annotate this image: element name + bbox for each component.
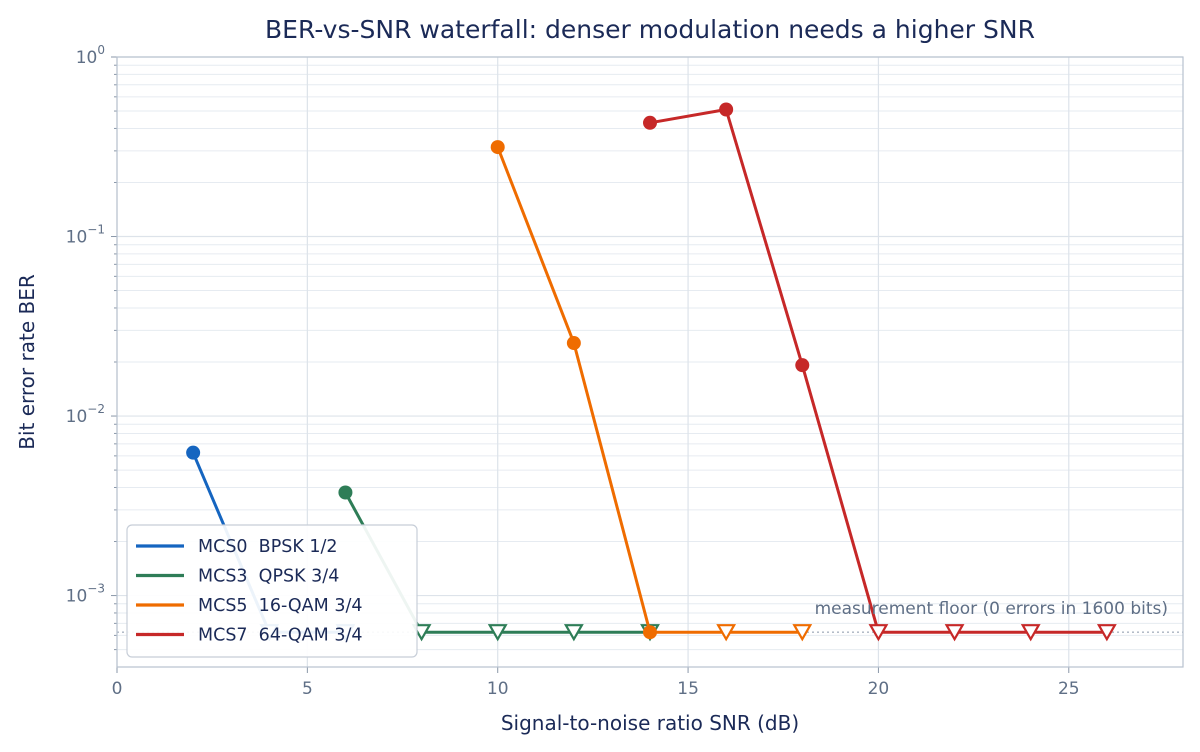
floor-marker xyxy=(944,624,965,642)
axes: 100 10−1 10−2 10−3 0 5 10 15 20 25 xyxy=(66,43,1184,699)
series-line xyxy=(496,146,803,634)
floor-marker xyxy=(868,624,889,642)
y-tick-label: 10−3 xyxy=(66,582,105,607)
y-tick-label: 10−1 xyxy=(66,223,105,248)
legend-label: MCS3 QPSK 3/4 xyxy=(198,567,339,587)
legend-item-0: MCS0 BPSK 1/2 xyxy=(136,537,338,557)
data-point xyxy=(643,115,657,130)
series-3 xyxy=(643,102,1117,642)
legend-item-3: MCS7 64-QAM 3/4 xyxy=(136,626,362,646)
x-axis-label: Signal-to-noise ratio SNR (dB) xyxy=(501,711,799,735)
legend-label: MCS5 16-QAM 3/4 xyxy=(198,596,362,616)
x-tick-label: 10 xyxy=(487,679,509,699)
floor-marker xyxy=(487,624,508,642)
floor-label: measurement floor (0 errors in 1600 bits… xyxy=(815,599,1168,619)
data-point xyxy=(719,102,734,117)
data-point xyxy=(566,336,581,351)
legend-label: MCS7 64-QAM 3/4 xyxy=(198,626,362,646)
floor-marker xyxy=(716,624,737,642)
floor-marker xyxy=(563,624,584,642)
y-tick-label: 10−2 xyxy=(66,402,105,427)
data-point xyxy=(186,445,201,460)
plot-frame xyxy=(116,56,1184,668)
legend-item-2: MCS5 16-QAM 3/4 xyxy=(136,596,362,616)
data-point xyxy=(338,485,353,500)
data-point xyxy=(643,625,657,640)
series-2 xyxy=(490,140,813,642)
y-tick-label: 100 xyxy=(76,43,105,68)
legend: MCS0 BPSK 1/2 MCS3 QPSK 3/4 MCS5 16-QAM 3/… xyxy=(126,524,418,658)
legend-label: MCS0 BPSK 1/2 xyxy=(198,537,338,557)
floor-marker xyxy=(792,624,813,642)
x-tick-label: 20 xyxy=(868,679,890,699)
floor-marker xyxy=(1020,624,1041,642)
legend-box xyxy=(126,524,418,658)
legend-item-1: MCS3 QPSK 3/4 xyxy=(136,567,339,587)
data-point xyxy=(795,358,810,373)
chart-title: BER-vs-SNR waterfall: denser modulation … xyxy=(265,15,1035,44)
x-tick-label: 25 xyxy=(1058,679,1080,699)
x-tick-label: 0 xyxy=(112,679,123,699)
y-axis-label: Bit error rate BER xyxy=(15,274,39,450)
floor-marker xyxy=(1096,624,1117,642)
x-tick-label: 15 xyxy=(677,679,699,699)
data-point xyxy=(490,140,505,155)
x-tick-label: 5 xyxy=(302,679,313,699)
